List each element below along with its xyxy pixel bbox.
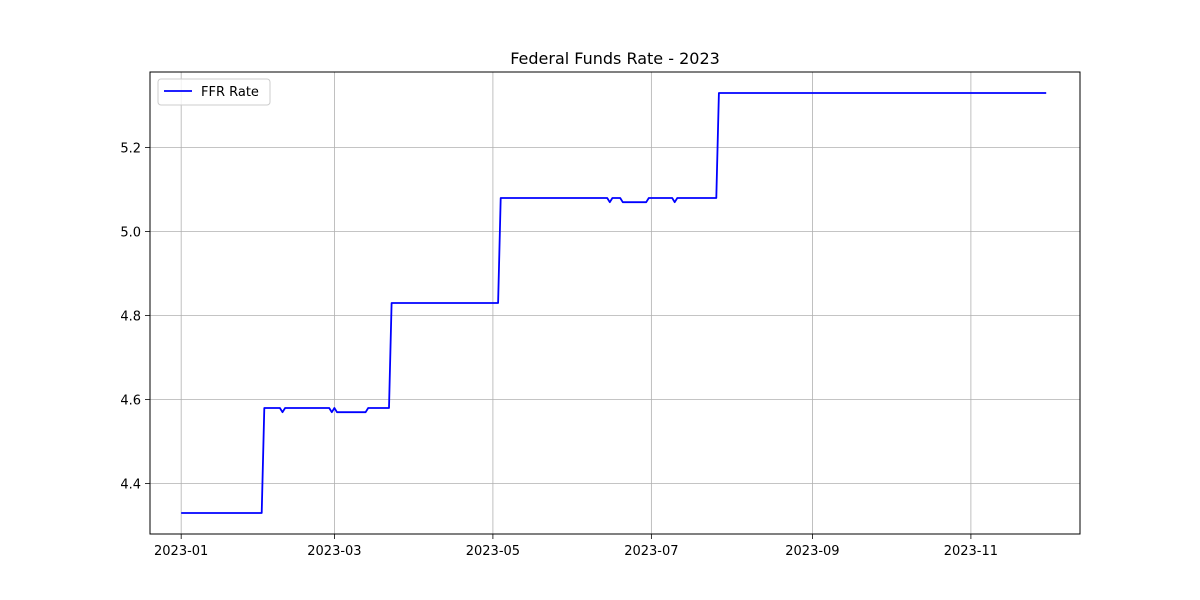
y-tick-label: 4.6 bbox=[120, 394, 141, 409]
plot-frame bbox=[149, 71, 1081, 535]
y-tick-label: 4.8 bbox=[120, 310, 141, 325]
y-tick-label: 4.4 bbox=[120, 478, 141, 493]
y-tick-label: 5.2 bbox=[120, 142, 141, 157]
chart-title: Federal Funds Rate - 2023 bbox=[510, 49, 720, 68]
grid bbox=[150, 72, 1080, 534]
x-tick-label: 2023-03 bbox=[307, 544, 361, 559]
legend: FFR Rate bbox=[157, 78, 271, 106]
legend-label-ffr-rate: FFR Rate bbox=[201, 85, 259, 100]
x-axis: 2023-01 2023-03 2023-05 2023-07 2023-09 2023-… bbox=[154, 534, 998, 559]
x-tick-label: 2023-11 bbox=[944, 544, 998, 559]
series-layer bbox=[181, 92, 1047, 514]
y-axis: 4.4 4.6 4.8 5.0 5.2 bbox=[120, 142, 150, 493]
x-tick-label: 2023-09 bbox=[785, 544, 839, 559]
series-line-ffr-rate bbox=[181, 92, 1047, 514]
y-tick-label: 5.0 bbox=[120, 226, 141, 241]
x-tick-label: 2023-01 bbox=[154, 544, 208, 559]
x-tick-label: 2023-07 bbox=[624, 544, 678, 559]
x-tick-label: 2023-05 bbox=[466, 544, 520, 559]
legend-box bbox=[157, 78, 271, 106]
